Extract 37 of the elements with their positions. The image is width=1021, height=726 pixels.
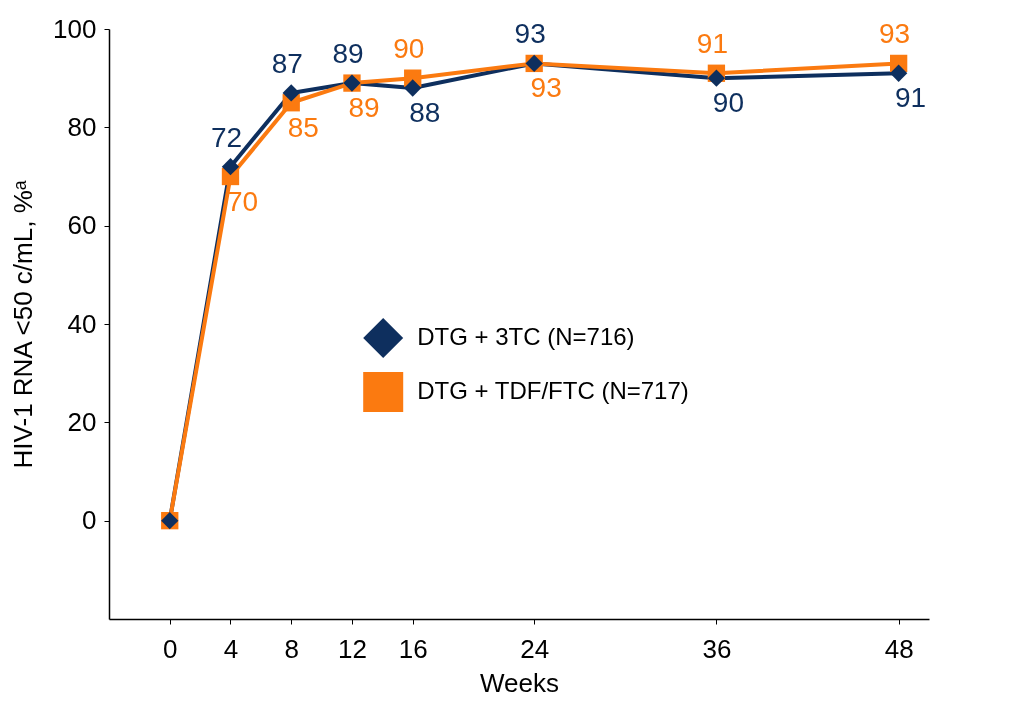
point — [221, 158, 240, 176]
data-label: 89 — [348, 92, 380, 124]
y-tick-label: 100 — [53, 13, 97, 44]
data-label: 72 — [210, 121, 243, 153]
legend-label: DTG + 3TC (N=716) — [417, 323, 635, 351]
data-label: 93 — [514, 18, 546, 50]
x-tick-label: 24 — [520, 633, 550, 664]
y-tick-label: 0 — [82, 505, 97, 536]
point — [707, 69, 726, 87]
point — [282, 84, 300, 102]
data-label: 91 — [895, 82, 927, 114]
data-label: 89 — [332, 38, 364, 70]
legend-label: DTG + TDF/FTC (N=717) — [417, 377, 689, 405]
x-axis-title: Weeks — [480, 667, 559, 698]
data-label: 93 — [879, 18, 911, 50]
x-tick-label: 36 — [702, 633, 732, 664]
x-tick-label: 16 — [398, 633, 428, 664]
x-tick-label: 8 — [284, 633, 299, 664]
x-tick-label: 12 — [338, 633, 367, 664]
data-label: 85 — [287, 111, 319, 143]
x-tick-label: 4 — [223, 633, 239, 664]
y-tick-label: 80 — [67, 111, 97, 142]
x-tick-label: 48 — [884, 633, 914, 664]
data-label: 93 — [530, 72, 562, 104]
data-label: 88 — [409, 97, 441, 128]
y-tick-label: 40 — [67, 308, 97, 339]
point — [404, 79, 422, 97]
data-label: 90 — [393, 33, 425, 65]
y-axis-title: HIV-1 RNA <50 c/mL, %ᵃ — [8, 180, 39, 469]
x-tick-label: 0 — [163, 633, 178, 664]
data-label: 87 — [271, 47, 303, 79]
data-label: 91 — [696, 28, 728, 60]
point — [889, 64, 908, 82]
y-tick-label: 20 — [67, 406, 97, 437]
data-label: 90 — [712, 87, 744, 119]
y-tick-label: 60 — [67, 210, 97, 241]
data-label: 70 — [226, 185, 259, 217]
